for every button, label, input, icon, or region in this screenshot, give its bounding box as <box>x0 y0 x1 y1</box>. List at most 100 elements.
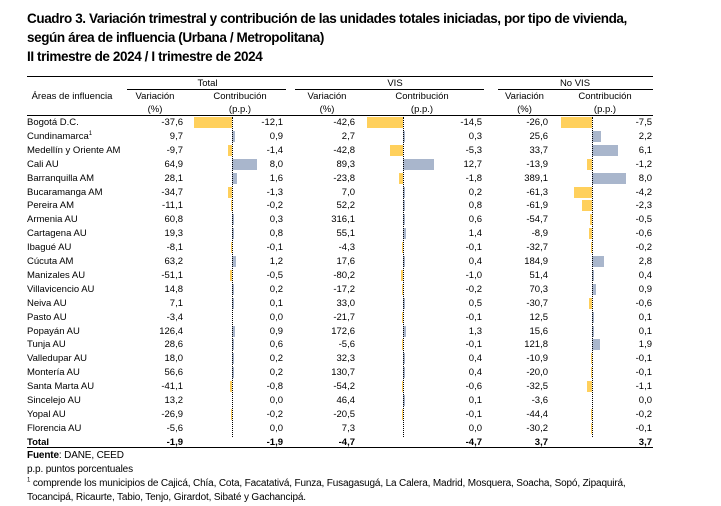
contribution-bar <box>590 422 592 434</box>
header-variacion-unit: (%) <box>147 104 163 115</box>
variacion-value: -9,7 <box>166 144 183 156</box>
zero-axis-line <box>592 117 593 437</box>
contribucion-value: 0,9 <box>269 130 283 142</box>
contribution-bar <box>592 130 602 142</box>
contribucion-value: 0,4 <box>638 269 652 281</box>
contribution-bar <box>232 130 235 142</box>
title-block: Cuadro 3. Variación trimestral y contrib… <box>27 9 717 66</box>
contribucion-value: -0,1 <box>266 242 283 254</box>
contribucion-value: 0,2 <box>468 186 482 198</box>
contribution-bar <box>398 172 403 184</box>
variacion-value: 2,7 <box>341 130 355 142</box>
footnote: 1 comprende los municipios de Cajicá, Ch… <box>27 477 717 491</box>
variacion-value: -26,0 <box>526 117 548 128</box>
contribucion-value: -2,3 <box>635 200 652 212</box>
variacion-value: -34,7 <box>161 186 183 198</box>
footnote-mark: 1 <box>27 477 31 484</box>
contribucion-value: 8,0 <box>638 172 652 184</box>
variacion-value: 184,9 <box>524 256 548 267</box>
contribucion-value: -0,2 <box>266 408 283 420</box>
contribution-bar <box>400 269 403 281</box>
contribution-bar <box>401 408 403 420</box>
contribucion-value: -1,4 <box>266 144 283 156</box>
footnote-mark: 1 <box>88 130 93 137</box>
contribucion-value: -0,6 <box>635 297 652 309</box>
area-name: Tunja AU <box>27 339 66 351</box>
header-bottom-rule <box>27 115 653 116</box>
variacion-value: 126,4 <box>159 325 183 337</box>
contribucion-value: 0,9 <box>269 325 283 337</box>
contribution-bar <box>403 325 407 337</box>
contribucion-value: 12,7 <box>463 158 483 170</box>
contribucion-value: -1,3 <box>266 186 283 198</box>
contribution-bar <box>390 144 403 156</box>
variacion-value: 56,6 <box>164 367 184 379</box>
contribution-bar <box>232 228 235 240</box>
contribution-bar <box>401 339 403 351</box>
contribucion-value: 1,3 <box>468 325 482 337</box>
variacion-value: -61,9 <box>526 200 548 212</box>
header-contribucion-unit: (p.p.) <box>228 104 252 115</box>
contribucion-value: -0,2 <box>635 408 652 420</box>
area-name: Cúcuta AM <box>27 256 74 267</box>
variacion-value: -10,9 <box>526 353 548 365</box>
contribucion-value: 0,3 <box>269 214 283 226</box>
group-rule <box>127 89 286 90</box>
contribucion-value: 0,0 <box>269 311 283 323</box>
variacion-value: 64,9 <box>164 158 184 170</box>
variacion-value: 172,6 <box>331 325 355 337</box>
contribucion-value: 0,6 <box>468 214 482 226</box>
variacion-value: 15,6 <box>529 325 549 337</box>
source-label: Fuente <box>27 450 59 461</box>
contribucion-value: -0,6 <box>635 228 652 240</box>
contribution-bar <box>592 256 604 267</box>
contribucion-value: -0,2 <box>635 242 652 254</box>
variacion-value: 28,1 <box>164 172 184 184</box>
variacion-value: 316,1 <box>331 214 355 226</box>
area-name: Valledupar AU <box>27 353 88 365</box>
contribution-bar <box>403 158 435 170</box>
table-bottom-rule <box>27 447 653 448</box>
contribucion-value: -1,9 <box>266 436 283 448</box>
contribucion-value: -1,0 <box>465 269 482 281</box>
variacion-value: 52,2 <box>336 200 356 212</box>
contribucion-value: 0,1 <box>269 297 283 309</box>
contribucion-value: -0,2 <box>266 200 283 212</box>
area-name: Popayán AU <box>27 325 80 337</box>
contribution-bar <box>229 381 232 393</box>
area-name: Cali AU <box>27 158 59 170</box>
variacion-value: 13,2 <box>164 395 184 406</box>
contribucion-value: 0,4 <box>468 367 482 379</box>
group-rule <box>498 89 653 90</box>
variacion-value: 55,1 <box>336 228 356 240</box>
header-variacion: Variación <box>135 91 175 102</box>
header-variacion-unit: (%) <box>517 104 532 115</box>
variacion-value: -20,0 <box>526 367 548 379</box>
contribution-bar <box>592 339 600 351</box>
contribucion-value: -0,1 <box>635 353 652 365</box>
header-area: Áreas de influencia <box>31 91 113 102</box>
variacion-value: -3,4 <box>166 311 183 323</box>
contribution-bar <box>586 158 592 170</box>
variacion-value: 130,7 <box>331 367 355 379</box>
contribucion-value: -1,8 <box>465 172 482 184</box>
contribution-bar <box>230 269 232 281</box>
table-top-rule <box>27 76 653 77</box>
variacion-value: 121,8 <box>524 339 548 351</box>
contribucion-value: 0,9 <box>638 283 652 295</box>
variacion-value: -41,1 <box>161 381 183 393</box>
contribution-bar <box>582 200 592 212</box>
variacion-value: -8,9 <box>531 228 548 240</box>
contribucion-value: 0,8 <box>468 200 482 212</box>
area-name: Bucaramanga AM <box>27 186 103 198</box>
header-contribucion: Contribución <box>578 91 632 102</box>
contribution-bar <box>587 381 592 393</box>
variacion-value: 7,0 <box>341 186 355 198</box>
contribucion-value: 0,5 <box>468 297 482 309</box>
variacion-value: 18,0 <box>164 353 184 365</box>
contribution-bar <box>589 228 592 240</box>
variacion-value: -4,7 <box>338 436 355 448</box>
contribution-bar <box>403 228 407 240</box>
contribution-bar <box>367 117 403 128</box>
variacion-value: -54,7 <box>526 214 548 226</box>
